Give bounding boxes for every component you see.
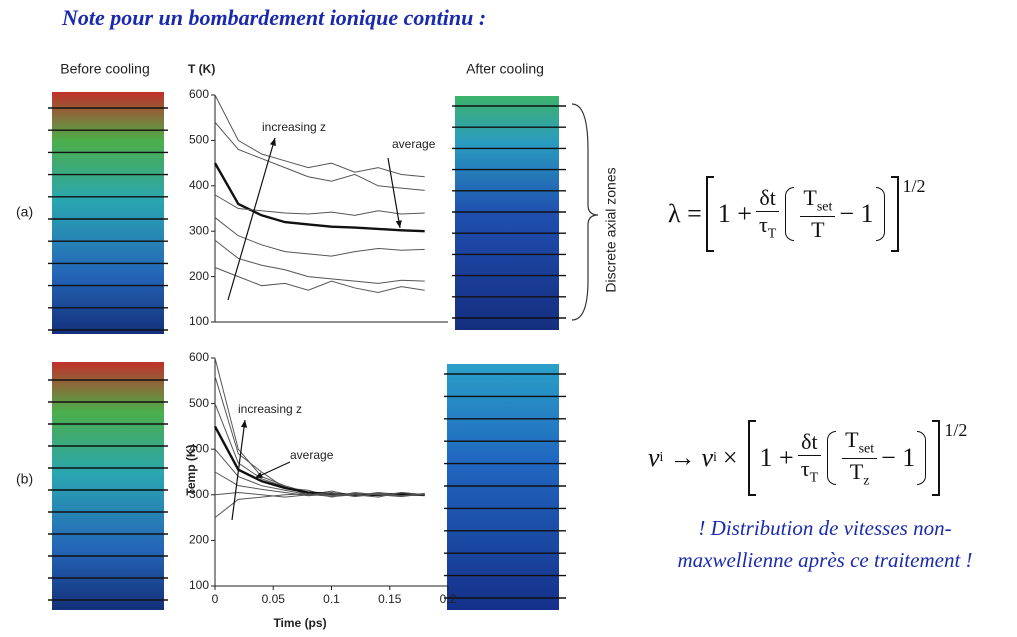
eq-sub: i bbox=[712, 450, 717, 465]
eq-text: δt bbox=[798, 429, 821, 457]
annotation: average bbox=[392, 137, 436, 151]
bracket bbox=[932, 420, 941, 496]
zone-lines bbox=[48, 105, 566, 601]
arrow-head bbox=[240, 420, 248, 428]
atoms-image bbox=[52, 92, 164, 334]
line-series bbox=[214, 217, 425, 257]
y-tick-label: 400 bbox=[189, 178, 209, 192]
x-tick-label: 0.05 bbox=[262, 592, 286, 606]
arrow-head bbox=[395, 220, 402, 228]
paren bbox=[827, 431, 837, 485]
annotation-arrow bbox=[387, 157, 401, 229]
eq-text: T bbox=[803, 185, 817, 211]
line-series bbox=[214, 492, 425, 518]
paren bbox=[917, 431, 927, 485]
eq-text: T bbox=[849, 458, 864, 484]
line-series bbox=[214, 239, 425, 284]
annotation-arrow bbox=[227, 137, 276, 301]
fraction: δt τT bbox=[756, 185, 779, 242]
eq-text: 1 + bbox=[759, 443, 794, 472]
eq-text: 1 + bbox=[717, 199, 752, 228]
annotation: average bbox=[290, 448, 334, 462]
eq-sub: set bbox=[858, 441, 875, 457]
zones-label: Discrete axial zones bbox=[603, 167, 619, 292]
atoms-image bbox=[447, 364, 559, 610]
fraction: δt τT bbox=[798, 429, 821, 486]
brace bbox=[571, 103, 599, 321]
eq-text: λ = bbox=[668, 199, 702, 228]
arrow-head bbox=[269, 138, 276, 146]
eq-power: 1/2 bbox=[944, 420, 968, 440]
eq-sub: T bbox=[767, 226, 777, 242]
eq-text: v bbox=[648, 443, 660, 472]
after-label: After cooling bbox=[466, 61, 544, 77]
bracket bbox=[747, 420, 756, 496]
y-axis-label: T (K) bbox=[188, 62, 215, 76]
eq-text: τ bbox=[800, 456, 810, 482]
y-tick-label: 500 bbox=[189, 396, 209, 410]
x-tick-label: 0.2 bbox=[440, 592, 457, 606]
eq-text: T bbox=[811, 216, 825, 242]
eq-sub: T bbox=[809, 470, 819, 486]
eq-text: − 1 bbox=[881, 443, 916, 472]
eq-sub: i bbox=[659, 450, 664, 465]
eq-text: τ bbox=[758, 212, 768, 238]
x-tick-label: 0 bbox=[212, 592, 219, 606]
y-tick-label: 100 bbox=[189, 578, 209, 592]
eq-text: → bbox=[669, 443, 696, 472]
eq-text: δt bbox=[756, 185, 779, 213]
atoms-image bbox=[455, 96, 559, 330]
line-series bbox=[214, 121, 425, 191]
eq-power: 1/2 bbox=[902, 176, 926, 196]
y-tick-label: 500 bbox=[189, 133, 209, 147]
paren bbox=[875, 187, 885, 241]
y-tick-label: 200 bbox=[189, 533, 209, 547]
x-axis-label: Time (ps) bbox=[273, 616, 326, 630]
equation: λ = 1 + δt τT Tset T − 1 1/2 bbox=[668, 176, 926, 252]
eq-sub: set bbox=[816, 199, 833, 215]
bracket bbox=[705, 176, 714, 252]
bracket bbox=[890, 176, 899, 252]
eq-text: × bbox=[722, 443, 738, 472]
x-tick-label: 0.1 bbox=[323, 592, 340, 606]
slide-title: Note pour un bombardement ionique contin… bbox=[61, 5, 486, 30]
y-tick-label: 400 bbox=[189, 441, 209, 455]
line-series bbox=[214, 376, 425, 498]
annotation: increasing z bbox=[238, 402, 302, 416]
y-tick-label: 100 bbox=[189, 314, 209, 328]
annotation: increasing z bbox=[262, 120, 326, 134]
note-line: maxwellienne après ce traitement ! bbox=[677, 548, 973, 572]
eq-text: T bbox=[845, 427, 859, 453]
fraction: Tset T bbox=[800, 185, 836, 242]
eq-sub: z bbox=[863, 472, 870, 488]
eq-text: − 1 bbox=[839, 199, 874, 228]
y-tick-label: 600 bbox=[189, 350, 209, 364]
y-axis-label: Temp (K) bbox=[184, 444, 198, 495]
atoms-image bbox=[52, 362, 164, 610]
y-tick-label: 200 bbox=[189, 269, 209, 283]
line-series bbox=[214, 267, 425, 294]
fraction: Tset Tz bbox=[842, 427, 878, 489]
annotation-arrow bbox=[231, 419, 246, 521]
row-label: (b) bbox=[16, 471, 33, 487]
y-tick-label: 600 bbox=[189, 87, 209, 101]
y-tick-label: 300 bbox=[189, 487, 209, 501]
before-label: Before cooling bbox=[60, 61, 150, 77]
paren bbox=[785, 187, 795, 241]
line-series bbox=[213, 162, 425, 233]
arrow-head bbox=[255, 472, 263, 478]
x-tick-label: 0.15 bbox=[378, 592, 402, 606]
y-tick-label: 300 bbox=[189, 223, 209, 237]
line-series bbox=[214, 194, 425, 216]
row-label: (a) bbox=[16, 204, 33, 220]
eq-text: v bbox=[701, 443, 713, 472]
line-series bbox=[214, 94, 425, 178]
note-line: ! Distribution de vitesses non- bbox=[698, 516, 952, 540]
